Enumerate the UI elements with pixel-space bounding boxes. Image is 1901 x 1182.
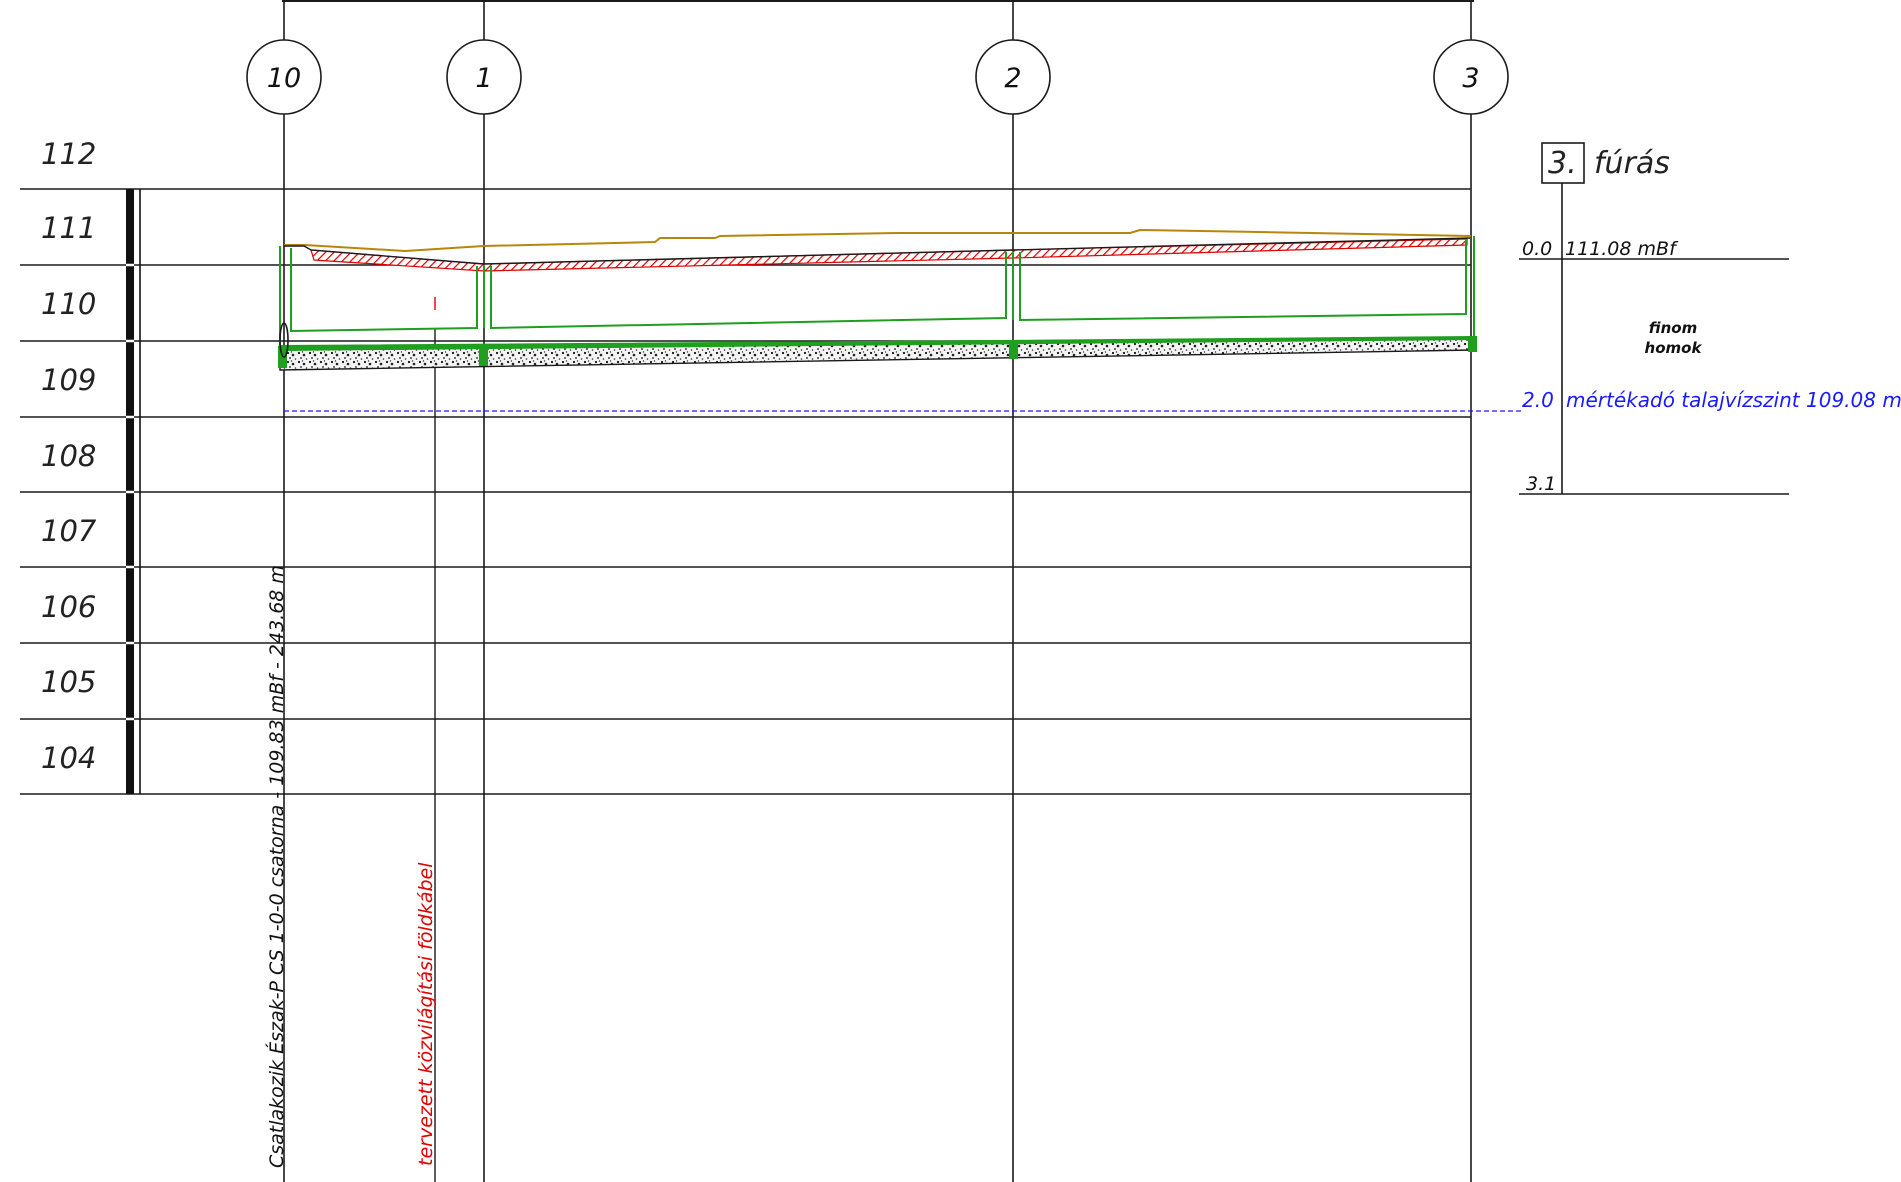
elevation-label: 112: [41, 137, 96, 171]
borehole-title: fúrás: [1594, 146, 1670, 181]
bedding-node-2: [1009, 340, 1018, 359]
station-circle-1: [446, 39, 522, 115]
station-circle-3: [1433, 39, 1509, 115]
soil-type-line1: finom: [1649, 319, 1697, 337]
water-table-depth: 2.0: [1522, 388, 1554, 412]
bedding-node-1: [479, 346, 488, 366]
station-label: 2: [1004, 63, 1021, 94]
station-markers: 10 1 2 3: [246, 39, 1509, 115]
pavement-strip-2: [483, 249, 1014, 272]
scale-bar: [126, 189, 141, 794]
elevation-label: 108: [41, 439, 96, 473]
elevation-label: 109: [41, 363, 96, 397]
elevation-label: 110: [41, 287, 96, 321]
borehole-log: 3. fúrás 0.0 111.08 mBf finom homok 2.0 …: [1519, 142, 1901, 495]
elevation-label: 105: [41, 665, 96, 699]
station-label: 3: [1462, 63, 1479, 94]
station-label: 1: [475, 63, 492, 94]
elevation-grid: [20, 188, 1471, 795]
borehole-top-depth: 0.0: [1522, 238, 1552, 260]
station-circle-10: [246, 39, 322, 115]
trench-outline: [279, 236, 1475, 348]
station-circle-2: [975, 39, 1051, 115]
elevation-label: 104: [41, 741, 96, 775]
gravel-bedding-band: [280, 336, 1474, 351]
borehole-number: 3.: [1548, 146, 1577, 181]
planned-cable-note: tervezett közvilágítási földkábel: [415, 862, 437, 1166]
water-table-label: mértékadó talajvízszint 109.08 mBf: [1566, 388, 1901, 412]
soil-type-line2: homok: [1645, 339, 1703, 357]
elevation-label: 106: [41, 590, 96, 624]
pavement-top-edge: [284, 237, 1471, 265]
connection-note: Csatlakozik Észak-P CS 1-0-0 csatorna - …: [265, 565, 288, 1168]
bedding-node-3: [1468, 336, 1477, 352]
elevation-label: 107: [41, 514, 97, 548]
sewer-pipe-marker: [279, 322, 289, 358]
terrain-surface-line: [284, 228, 1472, 253]
pavement-strip-1: [310, 249, 485, 272]
station-label: 10: [267, 63, 301, 94]
borehole-number-box: [1541, 142, 1585, 184]
elevation-label: 111: [41, 211, 96, 245]
borehole-top-level: 111.08 mBf: [1565, 238, 1679, 260]
station-lines: [283, 0, 1472, 1182]
borehole-bottom-depth: 3.1: [1526, 473, 1556, 495]
